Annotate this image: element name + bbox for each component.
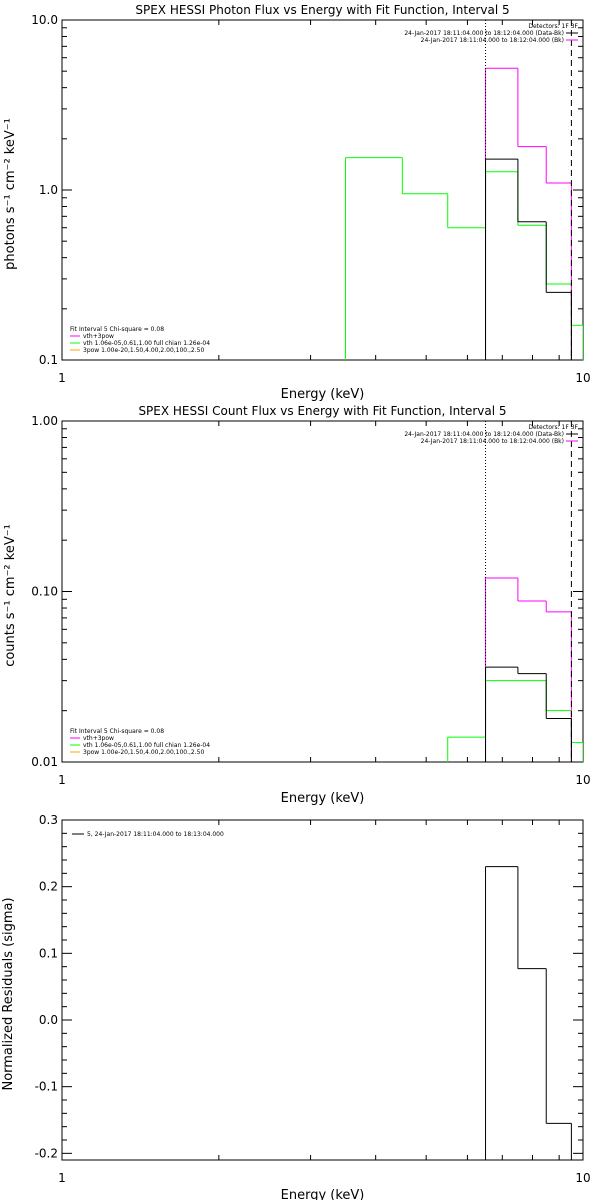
fit-legend: Fit Interval 5 Chi-square = 0.08vth+3pow… (70, 728, 210, 756)
legend-entry: 24-Jan-2017 18:11:04.000 to 18:12:04.000… (404, 30, 564, 37)
chart-panel-3: 1 10 -0.2 -0.1 0.0 0.1 0.2 0.3 Energy (keV) Norma… (1, 813, 591, 1200)
fit-legend-entry: 3pow 1.00e-20,1.50,4.00,2.00,100.,2.50 (83, 347, 204, 354)
y-tick-label: -0.2 (35, 1146, 58, 1160)
x-tick-label: 1 (58, 773, 66, 787)
y-tick-label: 0.3 (39, 813, 58, 827)
legend-header: Detectors: 1F 3F (528, 23, 578, 30)
chart-title: SPEX HESSI Photon Flux vs Energy with Fi… (135, 3, 509, 17)
series-model_total (485, 67, 572, 360)
fit-legend-entry: vth+3pow (83, 735, 114, 742)
y-tick-label: 0.01 (31, 755, 58, 769)
y-axis-title: counts s⁻¹ cm⁻² keV⁻¹ (3, 524, 18, 667)
y-tick-label: 1.0 (39, 183, 58, 197)
plot-area (485, 866, 572, 1160)
y-tick-label: -0.1 (35, 1080, 58, 1094)
series-data (485, 666, 572, 762)
x-tick-label: 10 (575, 773, 590, 787)
fit-legend: Fit Interval 5 Chi-square = 0.08vth+3pow… (70, 326, 210, 354)
legend-entry: 5, 24-Jan-2017 18:11:04.000 to 18:13:04.… (87, 831, 224, 838)
legend: 5, 24-Jan-2017 18:11:04.000 to 18:13:04.… (72, 831, 224, 838)
series-component_vth (344, 157, 583, 360)
fit-legend-entry: vth+3pow (83, 333, 114, 340)
x-axis-title: Energy (keV) (281, 1188, 365, 1200)
y-tick-label: 1.00 (31, 414, 58, 428)
series-model_total (485, 577, 572, 762)
legend-entry: 24-Jan-2017 18:11:04.000 to 18:12:04.000… (421, 37, 564, 44)
y-axis-title: photons s⁻¹ cm⁻² keV⁻¹ (3, 118, 18, 270)
chart-title: SPEX HESSI Count Flux vs Energy with Fit… (138, 404, 506, 418)
fit-legend-entry: vth 1.06e-05,0.61,1.00 full chian 1.26e-… (83, 340, 210, 347)
legend-header: Detectors: 1F 3F (528, 424, 578, 431)
x-tick-label: 1 (58, 1171, 66, 1185)
legend-entry: 24-Jan-2017 18:11:04.000 to 18:12:04.000… (421, 438, 564, 445)
y-tick-label: 0.1 (39, 946, 58, 960)
x-tick-label: 1 (58, 371, 66, 385)
plot-area (344, 20, 583, 360)
y-tick-label: 0.2 (39, 880, 58, 894)
plot-frame (61, 420, 584, 763)
chart-panel-2: SPEX HESSI Count Flux vs Energy with Fit… (3, 404, 591, 806)
y-tick-label: 10.0 (31, 13, 58, 27)
fit-legend-entry: 3pow 1.00e-20,1.50,4.00,2.00,100.,2.50 (83, 749, 204, 756)
x-tick-label: 10 (575, 1171, 590, 1185)
x-tick-label: 10 (575, 371, 590, 385)
y-tick-label: 0.10 (31, 585, 58, 599)
series-component_vth (447, 680, 583, 762)
fit-legend-header: Fit Interval 5 Chi-square = 0.08 (70, 728, 164, 735)
legend-entry: 24-Jan-2017 18:11:04.000 to 18:12:04.000… (404, 431, 564, 438)
plot-frame (61, 19, 584, 361)
y-axis-title: Normalized Residuals (sigma) (1, 897, 16, 1090)
x-axis-title: Energy (keV) (281, 387, 365, 402)
y-tick-label: 0.1 (39, 353, 58, 367)
chart-panel-1: SPEX HESSI Photon Flux vs Energy with Fi… (3, 3, 591, 402)
x-axis-title: Energy (keV) (281, 791, 365, 806)
fit-legend-entry: vth 1.06e-05,0.61,1.00 full chian 1.26e-… (83, 742, 210, 749)
plot-frame (61, 819, 584, 1161)
series-data (485, 158, 572, 360)
plot-area (447, 421, 583, 762)
fit-legend-header: Fit Interval 5 Chi-square = 0.08 (70, 326, 164, 333)
series-data (485, 866, 572, 1160)
y-tick-label: 0.0 (39, 1013, 58, 1027)
